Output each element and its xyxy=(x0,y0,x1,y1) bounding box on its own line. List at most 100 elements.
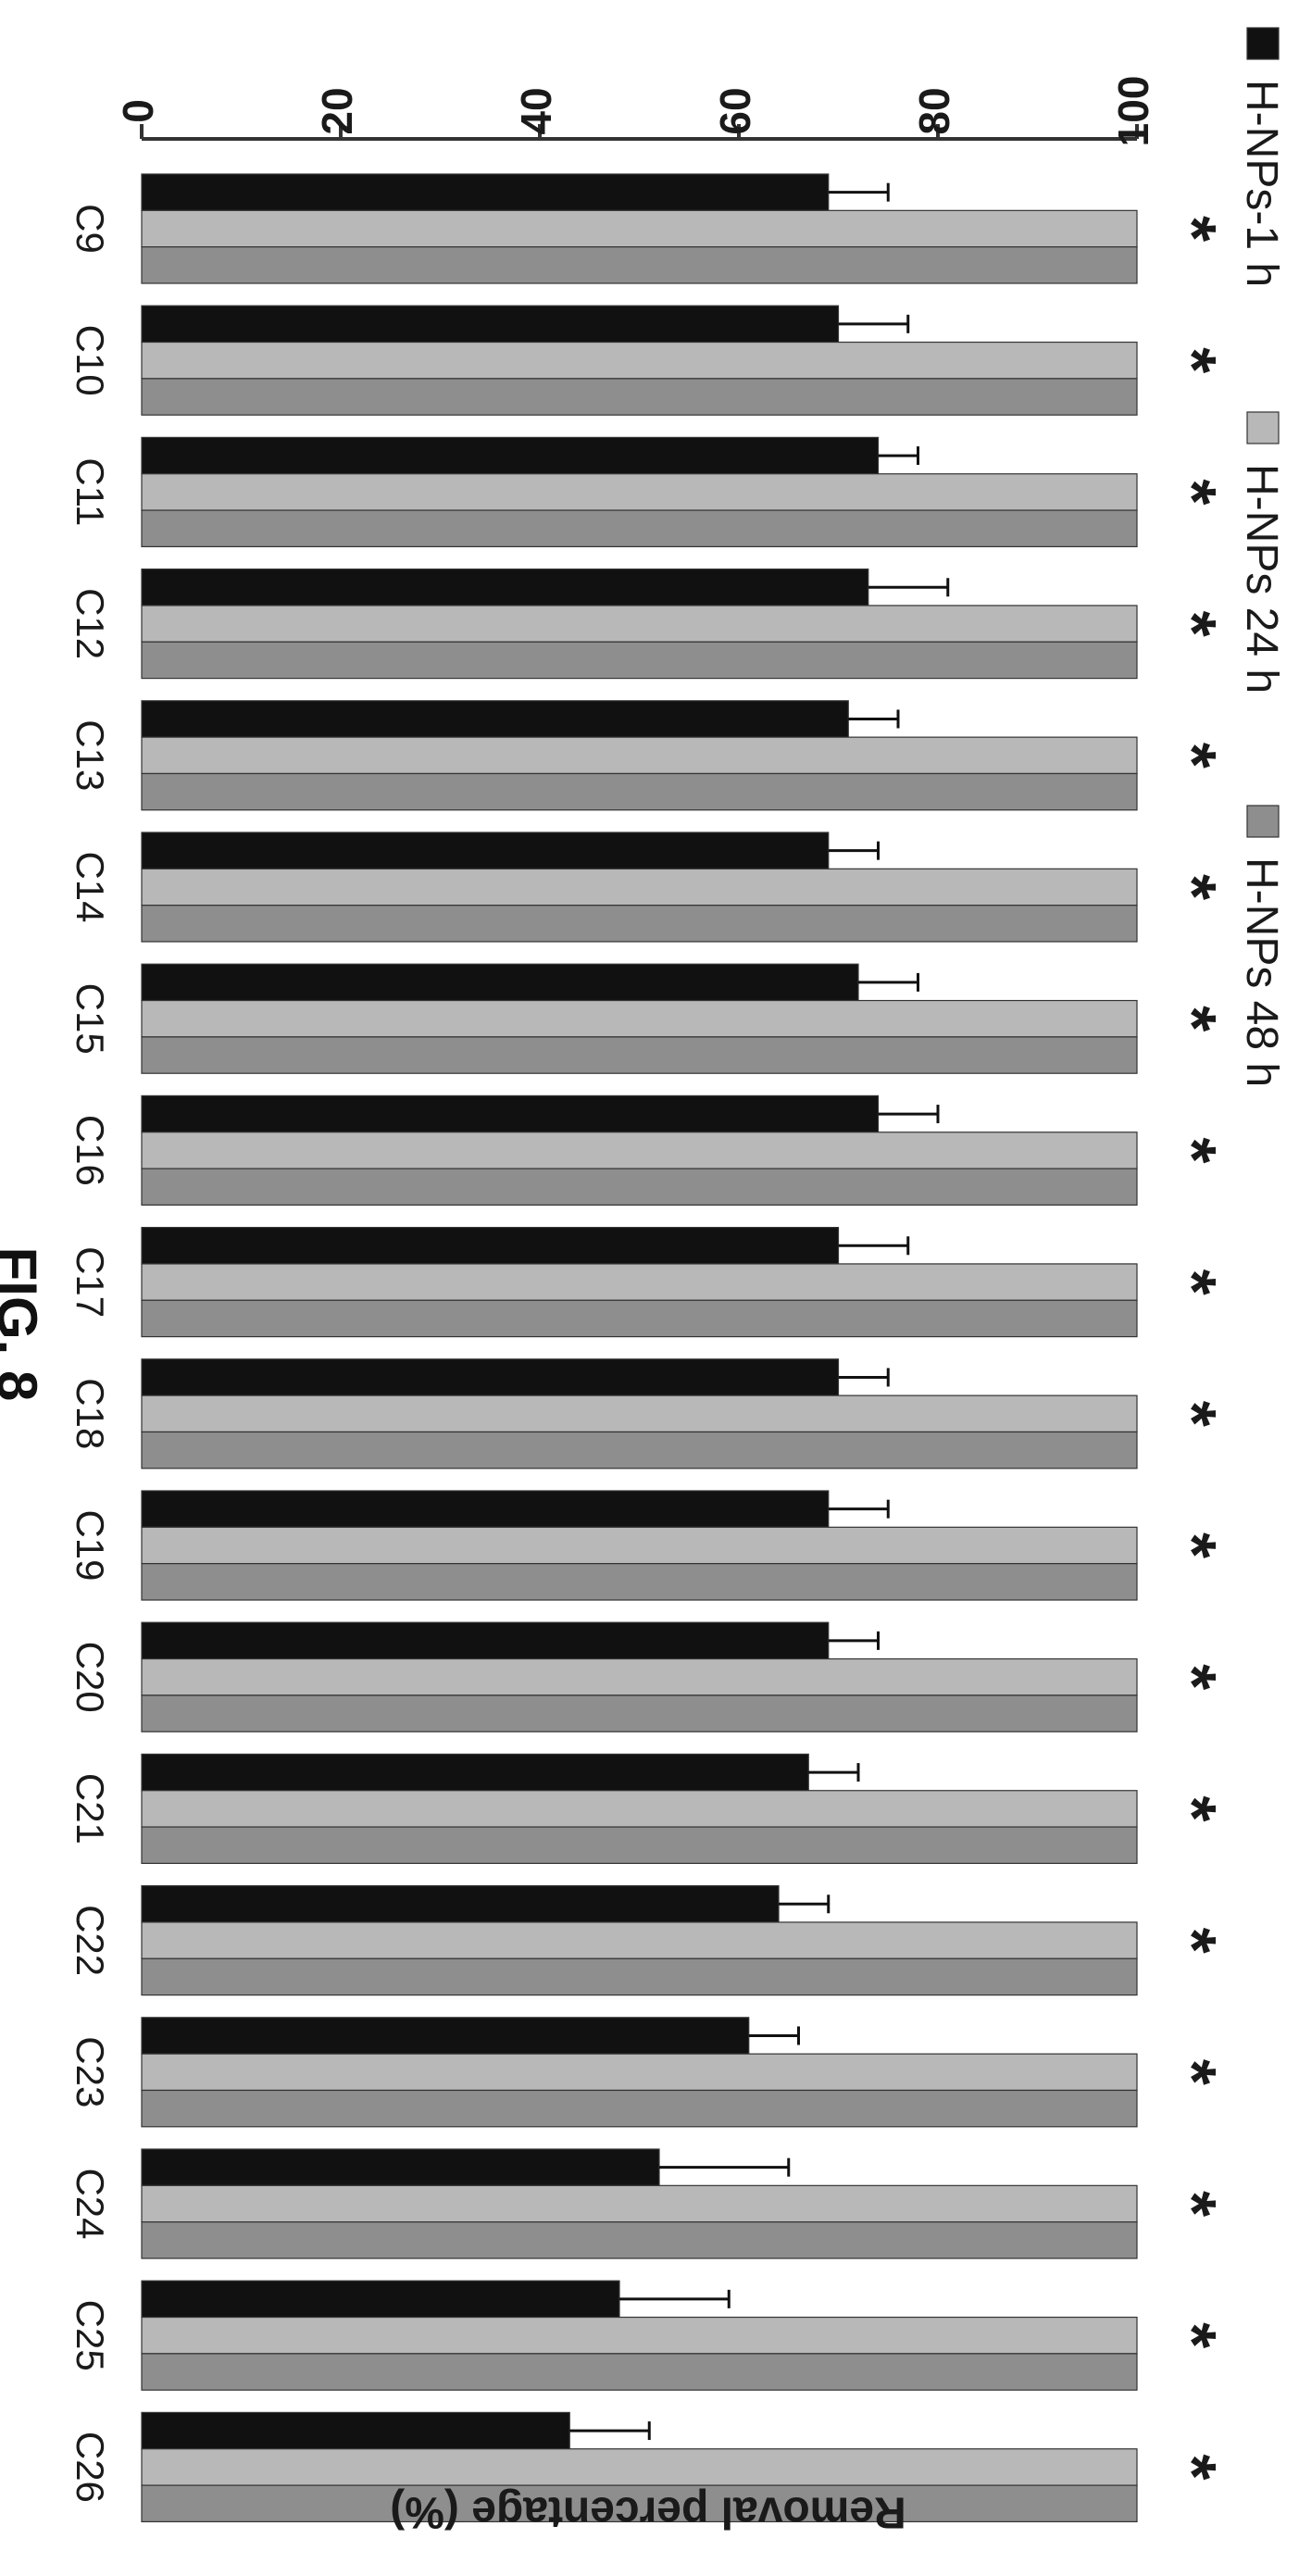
bar-h-nps-1-h-c12 xyxy=(141,568,869,606)
category-label-c11: C11 xyxy=(69,457,112,526)
bar-h-nps-24-h-c19 xyxy=(141,1526,1138,1565)
category-label-c9: C9 xyxy=(69,204,112,254)
bar-h-nps-48-h-c23 xyxy=(141,2089,1138,2128)
significance-star-c16: * xyxy=(1155,1137,1229,1163)
category-label-c25: C25 xyxy=(69,2300,112,2371)
bar-h-nps-48-h-c12 xyxy=(141,641,1138,680)
category-label-c21: C21 xyxy=(69,1773,112,1844)
bar-h-nps-48-h-c22 xyxy=(141,1957,1138,1996)
legend-label-0: H-NPs-1 h xyxy=(1237,80,1286,287)
bar-h-nps-1-h-c10 xyxy=(141,305,840,344)
significance-star-c17: * xyxy=(1155,1269,1229,1295)
bar-h-nps-48-h-c15 xyxy=(141,1036,1138,1074)
significance-star-c23: * xyxy=(1155,2059,1229,2085)
bar-h-nps-1-h-c23 xyxy=(141,2017,750,2055)
bar-h-nps-24-h-c14 xyxy=(141,868,1138,907)
bar-h-nps-48-h-c11 xyxy=(141,509,1138,547)
rotated-figure: H-NPs-1 h H-NPs 24 h H-NPs 48 h * * * * * * * * * *… xyxy=(0,27,1286,2522)
y-tick-label-80: 80 xyxy=(910,87,958,134)
category-label-c13: C13 xyxy=(69,719,112,791)
bar-h-nps-24-h-c24 xyxy=(141,2184,1138,2223)
y-tick-label-40: 40 xyxy=(512,87,560,134)
significance-star-c26: * xyxy=(1155,2454,1229,2480)
legend: H-NPs-1 h H-NPs 24 h H-NPs 48 h xyxy=(1237,27,1286,1087)
bar-h-nps-48-h-c18 xyxy=(141,1431,1138,1469)
y-tick-label-60: 60 xyxy=(711,87,759,134)
bar-h-nps-24-h-c18 xyxy=(141,1394,1138,1433)
bar-h-nps-24-h-c22 xyxy=(141,1921,1138,1959)
significance-star-c20: * xyxy=(1155,1664,1229,1690)
bar-h-nps-24-h-c21 xyxy=(141,1790,1138,1828)
bar-h-nps-24-h-c13 xyxy=(141,736,1138,775)
bar-h-nps-24-h-c12 xyxy=(141,605,1138,643)
bar-h-nps-24-h-c10 xyxy=(141,341,1138,380)
y-tick-label-0: 0 xyxy=(114,99,162,123)
category-label-c20: C20 xyxy=(69,1642,112,1713)
figure-caption: FIG. 8 xyxy=(0,1247,48,1402)
category-label-c19: C19 xyxy=(69,1509,112,1581)
bar-h-nps-1-h-c13 xyxy=(141,700,849,738)
bar-h-nps-24-h-c16 xyxy=(141,1132,1138,1169)
bar-h-nps-48-h-c25 xyxy=(141,2353,1138,2391)
legend-swatch-2 xyxy=(1246,805,1280,838)
category-label-c26: C26 xyxy=(69,2432,112,2503)
category-label-c17: C17 xyxy=(69,1246,112,1318)
legend-swatch-1 xyxy=(1246,411,1280,444)
significance-star-c22: * xyxy=(1155,1928,1229,1954)
bar-h-nps-1-h-c14 xyxy=(141,832,830,869)
significance-star-c12: * xyxy=(1155,611,1229,637)
significance-star-c18: * xyxy=(1155,1401,1229,1427)
significance-star-c21: * xyxy=(1155,1795,1229,1821)
y-tick-label-20: 20 xyxy=(313,87,361,134)
bar-h-nps-48-h-c9 xyxy=(141,246,1138,284)
category-label-c10: C10 xyxy=(69,325,112,396)
bar-h-nps-48-h-c26 xyxy=(141,2484,1138,2522)
significance-star-c19: * xyxy=(1155,1532,1229,1558)
bar-h-nps-1-h-c15 xyxy=(141,963,859,1002)
significance-star-c9: * xyxy=(1155,216,1229,242)
bars xyxy=(141,173,1138,2522)
bar-h-nps-1-h-c22 xyxy=(141,1884,780,1923)
category-label-c15: C15 xyxy=(69,983,112,1055)
bar-h-nps-1-h-c25 xyxy=(141,2280,620,2319)
significance-star-c13: * xyxy=(1155,743,1229,769)
bar-h-nps-48-h-c19 xyxy=(141,1563,1138,1601)
bar-h-nps-48-h-c13 xyxy=(141,772,1138,811)
bar-h-nps-24-h-c25 xyxy=(141,2316,1138,2355)
bar-h-nps-1-h-c11 xyxy=(141,436,880,475)
bar-h-nps-48-h-c16 xyxy=(141,1168,1138,1206)
x-axis-labels: C9 C10 C11 C12 C13 C14 C15 C16 C17 C18 C19 C20 C21 C2… xyxy=(69,204,112,2503)
category-label-c22: C22 xyxy=(69,1905,112,1976)
bar-h-nps-48-h-c21 xyxy=(141,1826,1138,1864)
legend-label-1: H-NPs 24 h xyxy=(1237,464,1286,694)
bar-h-nps-24-h-c9 xyxy=(141,209,1138,248)
bar-h-nps-48-h-c10 xyxy=(141,378,1138,416)
bar-h-nps-1-h-c20 xyxy=(141,1621,830,1660)
bar-h-nps-1-h-c26 xyxy=(141,2411,570,2450)
category-label-c16: C16 xyxy=(69,1115,112,1186)
bar-h-nps-1-h-c16 xyxy=(141,1094,880,1133)
bar-h-nps-1-h-c17 xyxy=(141,1226,840,1265)
bar-h-nps-48-h-c14 xyxy=(141,905,1138,943)
category-label-c14: C14 xyxy=(69,851,112,922)
bar-h-nps-1-h-c19 xyxy=(141,1490,830,1528)
bar-h-nps-24-h-c23 xyxy=(141,2053,1138,2092)
significance-stars: * * * * * * * * * * * * * * * * * * xyxy=(1155,216,1229,2480)
significance-star-c15: * xyxy=(1155,1006,1229,1032)
bar-h-nps-1-h-c21 xyxy=(141,1753,809,1792)
bar-h-nps-48-h-c24 xyxy=(141,2221,1138,2259)
bar-h-nps-1-h-c9 xyxy=(141,173,830,211)
legend-label-2: H-NPs 48 h xyxy=(1237,857,1286,1087)
bar-h-nps-24-h-c11 xyxy=(141,473,1138,511)
bar-h-nps-48-h-c20 xyxy=(141,1694,1138,1732)
legend-swatch-0 xyxy=(1246,27,1280,60)
bar-h-nps-1-h-c18 xyxy=(141,1358,840,1396)
y-axis-title: Removal percentage (%) xyxy=(390,2487,906,2536)
y-axis: 0 20 40 60 80 100 xyxy=(114,76,1157,147)
significance-star-c25: * xyxy=(1155,2322,1229,2348)
significance-star-c11: * xyxy=(1155,479,1229,505)
bar-h-nps-24-h-c15 xyxy=(141,999,1138,1038)
category-label-c23: C23 xyxy=(69,2036,112,2107)
significance-star-c24: * xyxy=(1155,2191,1229,2217)
